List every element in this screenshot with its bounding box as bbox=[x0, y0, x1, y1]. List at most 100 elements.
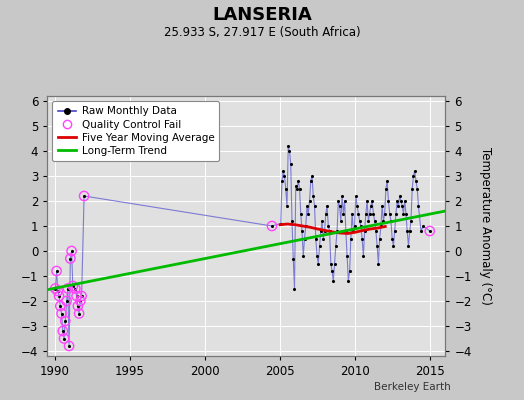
Point bbox=[65, 343, 73, 349]
Point bbox=[61, 318, 70, 324]
Point bbox=[278, 178, 286, 184]
Point bbox=[425, 228, 434, 234]
Point bbox=[368, 198, 376, 204]
Point bbox=[323, 203, 331, 209]
Point bbox=[284, 143, 292, 149]
Point bbox=[78, 293, 86, 299]
Point bbox=[281, 185, 290, 192]
Point bbox=[56, 303, 64, 309]
Point bbox=[407, 218, 415, 224]
Point bbox=[68, 248, 76, 254]
Point bbox=[60, 335, 68, 342]
Text: Berkeley Earth: Berkeley Earth bbox=[374, 382, 451, 392]
Point bbox=[56, 303, 64, 309]
Point bbox=[309, 193, 318, 199]
Point bbox=[268, 223, 276, 229]
Point bbox=[80, 193, 88, 199]
Point bbox=[298, 228, 306, 234]
Point bbox=[59, 328, 67, 334]
Point bbox=[355, 218, 364, 224]
Point bbox=[322, 210, 330, 217]
Point bbox=[66, 255, 74, 262]
Point bbox=[283, 203, 291, 209]
Point bbox=[76, 298, 84, 304]
Point bbox=[384, 198, 392, 204]
Point bbox=[316, 228, 325, 234]
Point bbox=[339, 210, 347, 217]
Point bbox=[365, 210, 374, 217]
Point bbox=[399, 210, 408, 217]
Point bbox=[332, 243, 340, 249]
Point bbox=[334, 198, 343, 204]
Point bbox=[318, 218, 326, 224]
Point bbox=[76, 298, 84, 304]
Point bbox=[397, 198, 405, 204]
Point bbox=[342, 228, 350, 234]
Point bbox=[72, 293, 81, 299]
Point bbox=[57, 310, 66, 317]
Point bbox=[310, 203, 319, 209]
Point bbox=[419, 223, 428, 229]
Point bbox=[363, 198, 372, 204]
Point bbox=[55, 293, 63, 299]
Point bbox=[62, 298, 71, 304]
Point bbox=[373, 243, 381, 249]
Point bbox=[313, 253, 321, 259]
Point bbox=[344, 278, 353, 284]
Point bbox=[359, 253, 367, 259]
Point bbox=[361, 228, 369, 234]
Point bbox=[380, 210, 389, 217]
Point bbox=[338, 193, 346, 199]
Point bbox=[308, 173, 316, 179]
Point bbox=[53, 288, 62, 294]
Point bbox=[378, 203, 386, 209]
Point bbox=[343, 253, 351, 259]
Point bbox=[393, 198, 401, 204]
Point bbox=[61, 318, 70, 324]
Point bbox=[367, 203, 375, 209]
Point bbox=[280, 173, 289, 179]
Point bbox=[268, 223, 276, 229]
Point bbox=[59, 328, 67, 334]
Point bbox=[71, 285, 80, 292]
Point bbox=[369, 210, 378, 217]
Point bbox=[78, 293, 86, 299]
Point bbox=[396, 193, 404, 199]
Point bbox=[52, 268, 61, 274]
Point bbox=[51, 285, 60, 292]
Point bbox=[277, 220, 285, 227]
Point bbox=[75, 310, 83, 317]
Point bbox=[400, 198, 409, 204]
Point bbox=[351, 223, 359, 229]
Point bbox=[312, 235, 320, 242]
Point bbox=[69, 283, 77, 289]
Point bbox=[307, 178, 315, 184]
Point bbox=[72, 293, 81, 299]
Point bbox=[320, 228, 329, 234]
Point bbox=[57, 310, 66, 317]
Point bbox=[324, 223, 333, 229]
Point bbox=[303, 203, 311, 209]
Point bbox=[394, 203, 402, 209]
Point bbox=[341, 198, 349, 204]
Point bbox=[414, 203, 423, 209]
Point bbox=[403, 228, 411, 234]
Point bbox=[379, 218, 388, 224]
Point bbox=[326, 260, 335, 267]
Point bbox=[354, 210, 363, 217]
Point bbox=[352, 193, 360, 199]
Point bbox=[80, 193, 88, 199]
Point bbox=[305, 198, 314, 204]
Point bbox=[315, 243, 324, 249]
Point bbox=[405, 243, 413, 249]
Point bbox=[386, 210, 394, 217]
Point bbox=[55, 293, 63, 299]
Point bbox=[389, 243, 398, 249]
Point bbox=[62, 298, 71, 304]
Legend: Raw Monthly Data, Quality Control Fail, Five Year Moving Average, Long-Term Tren: Raw Monthly Data, Quality Control Fail, … bbox=[52, 101, 220, 161]
Point bbox=[289, 255, 298, 262]
Point bbox=[325, 228, 334, 234]
Point bbox=[335, 203, 344, 209]
Point bbox=[353, 203, 362, 209]
Point bbox=[348, 210, 356, 217]
